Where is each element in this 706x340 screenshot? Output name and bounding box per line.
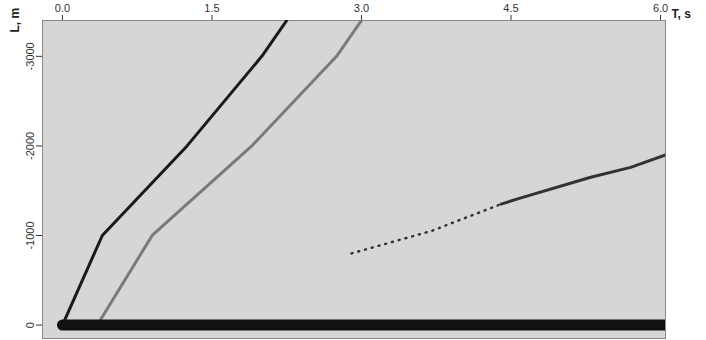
svg-text:1.5: 1.5: [204, 2, 219, 14]
svg-text:6.0: 6.0: [653, 2, 668, 14]
svg-text:-3000: -3000: [24, 42, 36, 70]
svg-text:0.0: 0.0: [55, 2, 70, 14]
svg-text:T, s: T, s: [672, 7, 692, 21]
svg-text:0: 0: [24, 322, 36, 328]
svg-text:-1000: -1000: [24, 221, 36, 249]
svg-text:L, m: L, m: [8, 8, 22, 33]
svg-text:4.5: 4.5: [503, 2, 518, 14]
svg-text:-2000: -2000: [24, 132, 36, 160]
svg-text:3.0: 3.0: [354, 2, 369, 14]
